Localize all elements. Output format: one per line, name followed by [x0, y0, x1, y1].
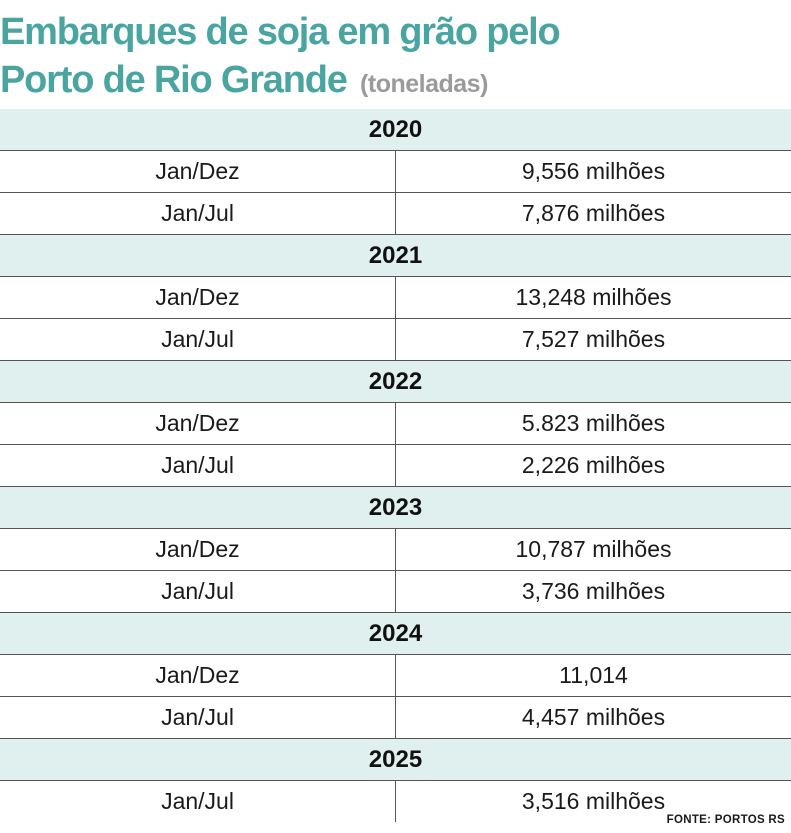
year-header: 2024: [0, 613, 791, 655]
table-row: Jan/Jul 7,527 milhões: [0, 319, 791, 361]
table-row: Jan/Dez 10,787 milhões: [0, 529, 791, 571]
year-header: 2021: [0, 235, 791, 277]
value-cell: 10,787 milhões: [515, 536, 672, 562]
source-label: FONTE: PORTOS RS: [666, 814, 785, 826]
period-cell: Jan/Dez: [0, 403, 396, 444]
value-cell: 7,876 milhões: [521, 200, 666, 226]
table-row: Jan/Jul 3,516 milhões: [0, 781, 791, 822]
period-cell: Jan/Jul: [0, 319, 396, 360]
period-cell: Jan/Dez: [0, 655, 396, 696]
chart-title: Embarques de soja em grão pelo Porto de …: [0, 8, 791, 108]
table-row: Jan/Jul 7,876 milhões: [0, 193, 791, 235]
year-header: 2020: [0, 109, 791, 151]
value-cell: 11,014: [559, 662, 628, 688]
value-cell: 13,248 milhões: [515, 284, 672, 310]
value-cell: 2,226 milhões: [521, 452, 666, 478]
table-row: Jan/Dez 13,248 milhões: [0, 277, 791, 319]
period-cell: Jan/Dez: [0, 277, 396, 318]
period-cell: Jan/Dez: [0, 529, 396, 570]
title-line-1: Embarques de soja em grão pelo: [0, 11, 561, 53]
value-cell: 9,556 milhões: [521, 158, 666, 184]
value-cell: 5.823 milhões: [521, 410, 666, 436]
table-row: Jan/Jul 4,457 milhões: [0, 697, 791, 739]
value-cell: 7,527 milhões: [521, 326, 666, 352]
unit-label: (toneladas): [360, 70, 488, 98]
period-cell: Jan/Jul: [0, 697, 396, 738]
year-header: 2025: [0, 739, 791, 781]
period-cell: Jan/Jul: [0, 193, 396, 234]
table-row: Jan/Dez 9,556 milhões: [0, 151, 791, 193]
period-cell: Jan/Jul: [0, 781, 396, 822]
year-header: 2022: [0, 361, 791, 403]
value-cell: 3,516 milhões: [521, 788, 666, 814]
year-header: 2023: [0, 487, 791, 529]
table-row: Jan/Dez 11,014: [0, 655, 791, 697]
table-row: Jan/Dez 5.823 milhões: [0, 403, 791, 445]
period-cell: Jan/Dez: [0, 151, 396, 192]
table-row: Jan/Jul 3,736 milhões: [0, 571, 791, 613]
period-cell: Jan/Jul: [0, 571, 396, 612]
table-row: Jan/Jul 2,226 milhões: [0, 445, 791, 487]
value-cell: 4,457 milhões: [521, 704, 666, 730]
value-cell: 3,736 milhões: [521, 578, 666, 604]
title-line-2: Porto de Rio Grande: [0, 59, 348, 101]
period-cell: Jan/Jul: [0, 445, 396, 486]
data-table: 2020 Jan/Dez 9,556 milhões Jan/Jul 7,876 mil…: [0, 109, 791, 822]
